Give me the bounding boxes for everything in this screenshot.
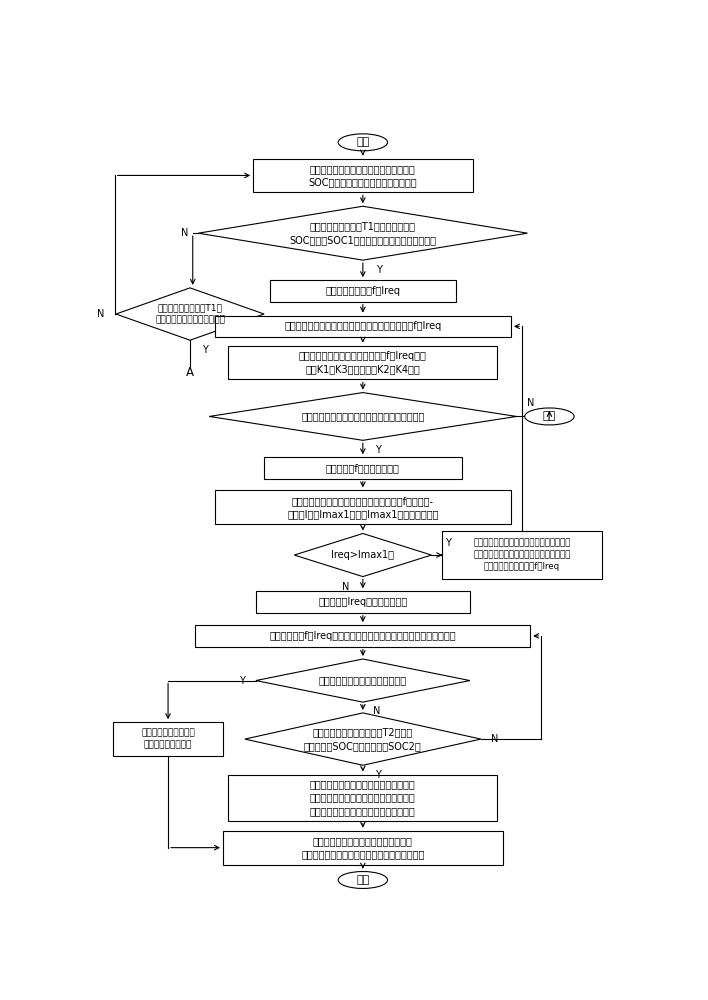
FancyBboxPatch shape xyxy=(195,625,530,647)
Text: 控制系统向电池管理系统发出电流超出幅值
错误提示，电池管理系统收到电流超出幅值
错误提示后，重新确定f和Ireq: 控制系统向电池管理系统发出电流超出幅值 错误提示，电池管理系统收到电流超出幅值 … xyxy=(473,539,571,571)
Text: 电池管理系统向控制系统发送脉冲加热停
止请求，控制系统在收到脉冲加热停止请
求时，发送脉冲加热停止命令给电机系统: 电池管理系统向控制系统发送脉冲加热停 止请求，控制系统在收到脉冲加热停止请 求时… xyxy=(310,779,416,816)
Ellipse shape xyxy=(525,408,574,425)
Ellipse shape xyxy=(338,872,387,888)
FancyBboxPatch shape xyxy=(229,346,497,379)
Text: Y: Y xyxy=(375,445,381,455)
Text: 动力电池的温度大于或等于T2，或者
动力电池的SOC值小于或等于SOC2？: 动力电池的温度大于或等于T2，或者 动力电池的SOC值小于或等于SOC2？ xyxy=(304,727,422,751)
FancyBboxPatch shape xyxy=(215,490,511,524)
FancyBboxPatch shape xyxy=(215,316,511,337)
Polygon shape xyxy=(245,713,481,765)
Text: 控制系统发送脉冲加热
停止命令给电机系统: 控制系统发送脉冲加热 停止命令给电机系统 xyxy=(141,729,195,749)
Text: N: N xyxy=(491,734,498,744)
Text: 动力电池的温度小于T1，
且充电系统已接入三相电网？: 动力电池的温度小于T1， 且充电系统已接入三相电网？ xyxy=(155,304,225,324)
FancyBboxPatch shape xyxy=(113,722,223,756)
Text: N: N xyxy=(97,309,104,319)
Text: 动力电池的温度小于T1，且动力电池的
SOC值大于SOC1，且充电系统未接入三相电网？: 动力电池的温度小于T1，且动力电池的 SOC值大于SOC1，且充电系统未接入三相… xyxy=(290,222,436,245)
Text: 电池管理系统实时监测动力电池的温度和
SOC，获取充电系统接入三相电网状态: 电池管理系统实时监测动力电池的温度和 SOC，获取充电系统接入三相电网状态 xyxy=(309,164,417,187)
Text: 电池管理系统向控制系统发送脉冲加热开启请求、f和Ireq: 电池管理系统向控制系统发送脉冲加热开启请求、f和Ireq xyxy=(284,321,442,331)
FancyBboxPatch shape xyxy=(253,158,473,192)
Text: N: N xyxy=(373,706,381,716)
Text: 电机系统在收到脉冲加热停止命令后，
停止输出对应的电流波形，并退出脉冲加热模式: 电机系统在收到脉冲加热停止命令后， 停止输出对应的电流波形，并退出脉冲加热模式 xyxy=(301,836,425,859)
Polygon shape xyxy=(116,288,264,340)
Text: Y: Y xyxy=(375,770,381,780)
Text: 控制系统将f发送给电机系统: 控制系统将f发送给电机系统 xyxy=(326,463,400,473)
Text: Y: Y xyxy=(239,676,245,686)
Polygon shape xyxy=(256,659,470,702)
FancyBboxPatch shape xyxy=(256,591,470,613)
Text: 电机系统根据f和Ireq输出对应的电流波形，给动力电池进行脉冲加热: 电机系统根据f和Ireq输出对应的电流波形，给动力电池进行脉冲加热 xyxy=(270,631,456,641)
FancyBboxPatch shape xyxy=(229,774,497,821)
Text: 电机系统进入脉冲加热模式，电机系统根据f查询频率-
电流表Ⅰ得到Imax1，并将Imax1反馈给控制系统: 电机系统进入脉冲加热模式，电机系统根据f查询频率- 电流表Ⅰ得到Imax1，并将… xyxy=(287,496,438,519)
Polygon shape xyxy=(295,533,431,577)
FancyBboxPatch shape xyxy=(264,457,462,479)
FancyBboxPatch shape xyxy=(442,531,602,579)
Text: Ireq>Imax1？: Ireq>Imax1？ xyxy=(331,550,394,560)
Text: 控制系统将Ireq发送给电机系统: 控制系统将Ireq发送给电机系统 xyxy=(318,597,408,607)
Polygon shape xyxy=(210,393,517,440)
Text: N: N xyxy=(527,398,534,408)
Text: N: N xyxy=(181,228,188,238)
FancyBboxPatch shape xyxy=(223,831,503,865)
Text: N: N xyxy=(341,582,349,592)
Text: Y: Y xyxy=(377,265,382,275)
Text: 车辆处于高压驻车状态且不存在脉冲加热故障？: 车辆处于高压驻车状态且不存在脉冲加热故障？ xyxy=(301,411,425,421)
Text: Y: Y xyxy=(445,538,451,548)
Text: 开始: 开始 xyxy=(356,137,370,147)
Text: A: A xyxy=(186,366,194,379)
Text: 车辆行驶或者出现脉冲加热故障？: 车辆行驶或者出现脉冲加热故障？ xyxy=(319,676,407,686)
Ellipse shape xyxy=(338,134,387,151)
FancyBboxPatch shape xyxy=(270,280,456,302)
Text: 电池管理系统确定f和Ireq: 电池管理系统确定f和Ireq xyxy=(326,286,400,296)
Text: Y: Y xyxy=(202,345,208,355)
Polygon shape xyxy=(198,206,527,260)
Text: 结束: 结束 xyxy=(543,411,556,421)
Text: 控制系统收到脉冲加热开启请求、f和Ireq后，
控制K1、K3闭合，控制K2、K4断开: 控制系统收到脉冲加热开启请求、f和Ireq后， 控制K1、K3闭合，控制K2、K… xyxy=(299,351,427,374)
Text: 结束: 结束 xyxy=(356,875,370,885)
